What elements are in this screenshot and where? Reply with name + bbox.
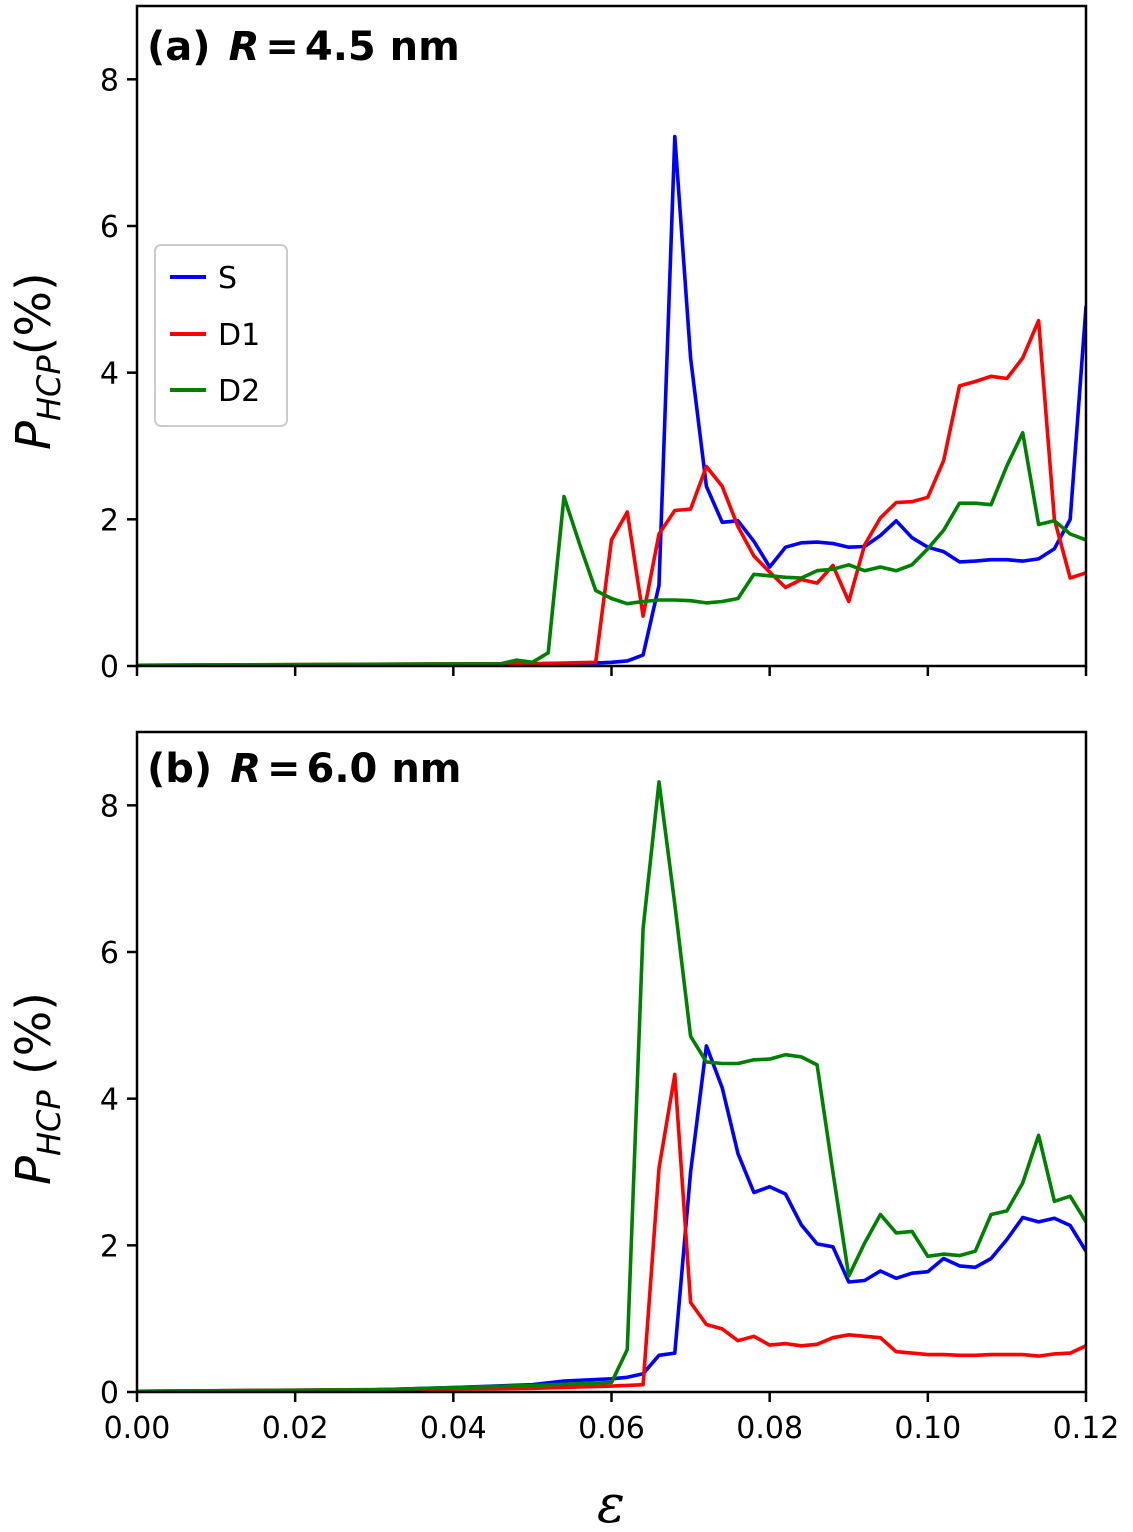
- panel-a-series-s: [137, 134, 1086, 666]
- panel-b-ytick-label: 6: [100, 936, 119, 971]
- panel-a: 0 2 4 6 8 (a) R = 4.5 nm PHCP(%) S D1 D2: [6, 4, 1088, 685]
- panel-b-xtick-label: 0.12: [1053, 1411, 1120, 1446]
- panel-a-title: (a) R = 4.5 nm: [147, 24, 460, 70]
- panel-a-yticks: 0 2 4 6 8: [100, 63, 137, 685]
- panel-b-xtick-label: 0.06: [578, 1411, 645, 1446]
- panel-a-series-d1: [137, 318, 1086, 666]
- panel-b-title-eq: =: [267, 746, 301, 792]
- panel-b-xtick-label: 0.02: [262, 1411, 329, 1446]
- panel-a-series-layer: [137, 134, 1086, 666]
- panel-b-series-d2: [137, 780, 1086, 1392]
- panel-b-ylabel-main: P: [6, 1156, 62, 1185]
- panel-b-ytick-label: 8: [100, 789, 119, 824]
- panel-a-title-var: R: [229, 24, 260, 70]
- panel-a-series-d2: [137, 430, 1086, 666]
- panel-a-ylabel-main: P: [6, 421, 62, 450]
- panel-b: 0 2 4 6 8 0.00 0.02 0.04 0.06 0.08 0.10 0.12 (b) R =…: [6, 730, 1120, 1532]
- panel-a-title-eq: =: [265, 24, 299, 70]
- panel-a-ytick-label: 8: [100, 63, 119, 98]
- panel-b-title-var: R: [230, 746, 261, 792]
- panel-b-series-s: [137, 1044, 1086, 1392]
- panel-b-ylabel-unit: (%): [6, 992, 62, 1090]
- panel-a-ytick-label: 4: [100, 357, 119, 392]
- panel-a-label: (a): [147, 24, 211, 70]
- panel-b-ytick-label: 0: [100, 1376, 119, 1411]
- legend-label-d1: D1: [218, 318, 260, 353]
- panel-a-ytick-label: 6: [100, 210, 119, 245]
- panel-b-ytick-label: 2: [100, 1229, 119, 1264]
- panel-b-xtick-label: 0.10: [894, 1411, 961, 1446]
- panel-b-ytick-label: 4: [100, 1083, 119, 1118]
- panel-b-ylabel-sub: HCP: [30, 1090, 68, 1156]
- panel-b-label: (b): [147, 746, 212, 792]
- panel-b-title: (b) R = 6.0 nm: [147, 746, 461, 792]
- panel-b-ylabel: PHCP (%): [6, 992, 68, 1185]
- panel-a-title-value: 4.5 nm: [305, 24, 460, 70]
- legend-label-d2: D2: [218, 374, 260, 409]
- panel-b-yticks: 0 2 4 6 8: [100, 789, 137, 1411]
- panel-b-xtick-label: 0.08: [736, 1411, 803, 1446]
- legend-box: [154, 244, 288, 427]
- panel-b-frame: [135, 730, 1088, 1394]
- panel-a-xticks: [135, 666, 1088, 676]
- panel-a-ylabel: PHCP(%): [6, 272, 68, 450]
- panel-b-title-value: 6.0 nm: [307, 746, 462, 792]
- panel-b-xticks: 0.00 0.02 0.04 0.06 0.08 0.10 0.12: [104, 1392, 1120, 1446]
- panel-b-series-d1: [137, 1072, 1086, 1392]
- legend-label-s: S: [218, 261, 237, 296]
- panel-a-ylabel-unit: (%): [6, 272, 62, 355]
- legend: S D1 D2: [154, 244, 288, 427]
- panel-a-ylabel-sub: HCP: [30, 355, 68, 421]
- x-axis-label: ε: [597, 1475, 625, 1532]
- panel-b-xtick-label: 0.04: [420, 1411, 487, 1446]
- panel-b-xtick-label: 0.00: [104, 1411, 171, 1446]
- panel-a-ytick-label: 2: [100, 503, 119, 538]
- panel-a-ytick-label: 0: [100, 650, 119, 685]
- panel-b-series-layer: [137, 780, 1086, 1392]
